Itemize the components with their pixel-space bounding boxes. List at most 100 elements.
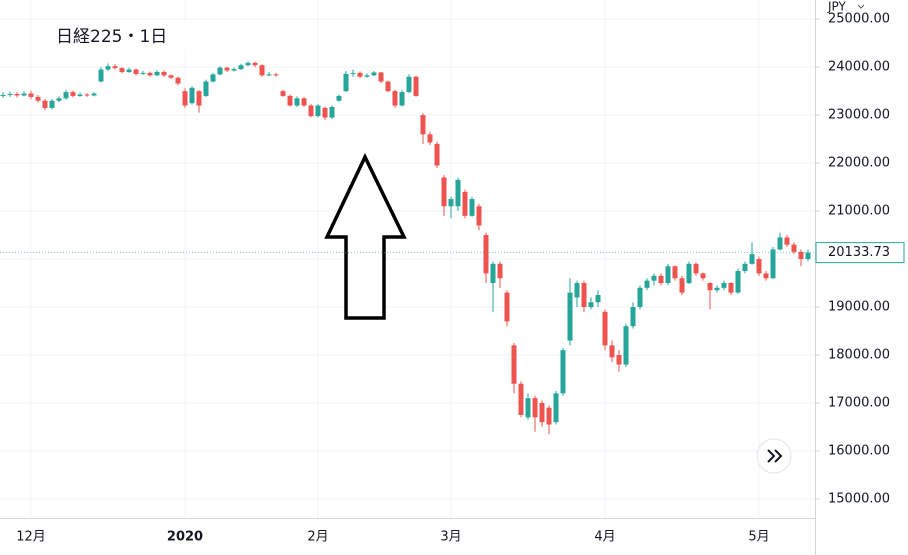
candle-body (259, 65, 265, 76)
candle-body (168, 75, 174, 78)
candle-body (56, 98, 62, 101)
candle-body (469, 199, 475, 216)
x-tick-label: 5月 (748, 530, 769, 545)
candle-body (609, 345, 615, 358)
candle-body (546, 407, 552, 425)
candle-body (539, 402, 545, 423)
candles (0, 61, 811, 435)
y-tick-label: 18000.00 (828, 347, 890, 362)
candle-body (777, 237, 783, 250)
candle-body (707, 283, 713, 291)
title-box (44, 20, 188, 54)
candle-body (203, 81, 209, 96)
candle-body (630, 307, 636, 327)
candle-body (63, 92, 69, 99)
y-tick-label: 15000.00 (828, 491, 890, 506)
candle-body (700, 273, 706, 279)
candle-body (266, 74, 272, 76)
candle-body (637, 287, 643, 308)
y-tick-label: 25000.00 (828, 12, 890, 27)
candle-body (217, 67, 223, 75)
scroll-button-icon[interactable] (767, 449, 783, 463)
candle-body (14, 94, 20, 96)
candle-body (126, 69, 132, 72)
candle-body (112, 66, 118, 69)
candle-body (728, 283, 734, 293)
y-tick-label: 19000.00 (828, 300, 890, 315)
candle-body (364, 75, 370, 77)
candle-body (742, 263, 748, 272)
candle-body (133, 69, 139, 74)
candle-body (406, 76, 412, 93)
candle-body (714, 287, 720, 291)
candle-body (658, 275, 664, 284)
currency-caret (857, 4, 865, 9)
candle-body (434, 143, 440, 166)
candle-body (385, 81, 391, 92)
candle-body (329, 106, 335, 118)
candle-body (35, 96, 41, 101)
y-tick-label: 21000.00 (828, 204, 890, 219)
candle-body (672, 266, 678, 279)
candle-body (602, 311, 608, 346)
candle-body (21, 93, 27, 96)
candle-body (805, 252, 811, 260)
candle-body (105, 66, 111, 70)
candle-body (175, 77, 181, 84)
candle-body (154, 71, 160, 76)
y-tick-label: 23000.00 (828, 108, 890, 123)
candle-body (651, 275, 657, 281)
candle-body (98, 69, 104, 82)
candle-body (294, 98, 300, 106)
candle-body (378, 72, 384, 82)
candle-body (427, 134, 433, 143)
candle-body (476, 206, 482, 226)
candle-body (679, 278, 685, 293)
candle-body (448, 199, 454, 207)
scroll-button[interactable] (756, 438, 792, 474)
candle-body (763, 273, 769, 279)
candle-body (560, 350, 566, 394)
candle-body (308, 105, 314, 117)
last-price-box (815, 242, 905, 264)
candle-body (399, 92, 405, 106)
candle-body (70, 92, 76, 96)
candle-body (336, 95, 342, 101)
candle-body (91, 93, 97, 96)
candle-body (623, 326, 629, 365)
candle-body (581, 283, 587, 308)
candle-body (322, 107, 328, 118)
currency-label: JPY (827, 0, 847, 14)
candle-body (644, 280, 650, 288)
candle-body (196, 91, 202, 106)
candle-body (455, 179, 461, 207)
axes: 15000.00 16000.00 17000.00 18000.00 19000.00… (0, 12, 905, 545)
candle-body (693, 263, 699, 274)
candle-body (301, 98, 307, 106)
candle-body (756, 259, 762, 274)
candle-body (665, 266, 671, 284)
candle-body (119, 68, 125, 72)
candle-body (280, 91, 286, 96)
candle-body (588, 302, 594, 308)
candle-body (189, 87, 195, 104)
candle-body (245, 62, 251, 66)
y-tick-label: 24000.00 (828, 60, 890, 75)
candle-body (441, 177, 447, 207)
candle-body (770, 249, 776, 279)
candle-body (511, 345, 517, 384)
x-tick-label: 2月 (307, 530, 328, 545)
candle-body (350, 72, 356, 74)
candle-body (749, 254, 755, 264)
candle-body (42, 100, 48, 108)
arrow (324, 152, 407, 320)
y-tick-label: 16000.00 (828, 443, 890, 458)
candle-body (413, 76, 419, 96)
candle-body (525, 398, 531, 418)
candle-body (287, 95, 293, 106)
x-tick-label: 2020 (167, 530, 203, 545)
y-tick-label: 17000.00 (828, 395, 890, 410)
candle-body (686, 263, 692, 284)
candle-body (0, 94, 6, 96)
